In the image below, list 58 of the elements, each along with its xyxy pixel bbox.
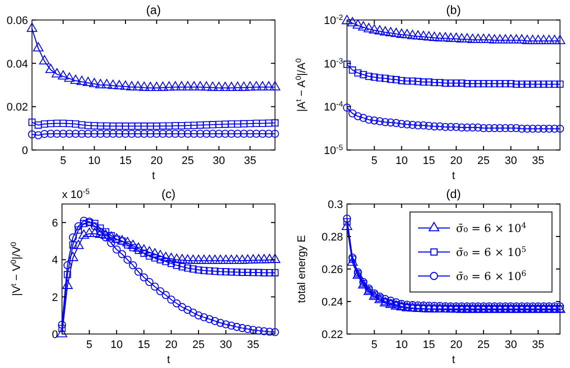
- x-tick-label: 30: [504, 155, 517, 167]
- y-tick-label: 0: [52, 329, 58, 341]
- legend-label: σ̄₀ = 6 × 10$^{4}$: [456, 220, 526, 235]
- x-tick-label: 20: [450, 155, 462, 167]
- y-tick-label: 0.04: [6, 58, 28, 70]
- text: x 10$^{-5}$: [62, 186, 90, 201]
- x-tick-label: 15: [119, 155, 132, 167]
- x-tick-label: 5: [371, 155, 378, 167]
- y-tick-label: 0: [22, 145, 28, 157]
- x-tick-label: 10: [88, 155, 100, 167]
- y-tick-label: 0.3: [328, 199, 343, 211]
- x-tick-label: 15: [138, 339, 150, 351]
- x-tick-label: 15: [422, 155, 436, 167]
- chart-title: (d): [446, 187, 461, 201]
- x-axis-title: t: [452, 354, 456, 366]
- x-tick-label: 5: [60, 155, 66, 167]
- chart-title: (a): [146, 3, 161, 17]
- x-axis-title: t: [452, 170, 456, 182]
- x-tick-label: 30: [504, 339, 517, 351]
- x-tick-label: 30: [220, 339, 232, 351]
- y-tick-label: 0.22: [322, 329, 343, 341]
- y-tick-label: 0.02: [6, 102, 28, 114]
- y-tick-label: 0.26: [322, 264, 343, 276]
- chart-title: (c): [162, 187, 176, 201]
- x-tick-label: 35: [532, 339, 544, 351]
- x-tick-label: 30: [212, 155, 226, 167]
- x-tick-label: 25: [477, 155, 490, 167]
- y-tick-label: 10$^{-4}$: [324, 99, 344, 114]
- x-axis-title: t: [166, 354, 170, 366]
- x-tick-label: 20: [150, 155, 163, 167]
- y-tick-label: 0.24: [322, 296, 343, 308]
- legend-label: σ̄₀ = 6 × 10$^{6}$: [456, 268, 526, 283]
- x-tick-label: 25: [192, 339, 205, 351]
- x-tick-label: 10: [395, 155, 408, 167]
- x-tick-label: 35: [532, 155, 544, 167]
- x-tick-label: 5: [86, 339, 92, 351]
- x-tick-label: 10: [110, 339, 123, 351]
- x-tick-label: 35: [247, 339, 260, 351]
- y-tick-label: 10$^{-2}$: [324, 12, 343, 27]
- y-tick-label: 4: [52, 254, 58, 267]
- x-tick-label: 10: [395, 339, 408, 351]
- y-tick-label: 0.28: [322, 232, 343, 244]
- x-axis-title: t: [152, 170, 156, 182]
- x-tick-label: 20: [450, 339, 462, 351]
- y-tick-label: 10$^{-5}$: [324, 142, 343, 157]
- y-tick-label: 0.06: [6, 15, 28, 27]
- x-tick-label: 15: [422, 339, 436, 351]
- y-tick-label: 10$^{-3}$: [324, 56, 343, 70]
- y-tick-label: 6: [52, 218, 58, 230]
- y-axis-title: total energy E: [296, 235, 308, 303]
- x-tick-label: 5: [371, 339, 378, 351]
- legend-label: σ̄₀ = 6 × 10$^{5}$: [456, 244, 526, 259]
- x-tick-label: 35: [244, 155, 256, 167]
- chart-title: (b): [446, 3, 461, 17]
- x-tick-label: 20: [165, 339, 178, 351]
- x-tick-label: 25: [182, 155, 194, 167]
- y-tick-label: 2: [52, 292, 58, 304]
- x-tick-label: 25: [477, 339, 490, 351]
